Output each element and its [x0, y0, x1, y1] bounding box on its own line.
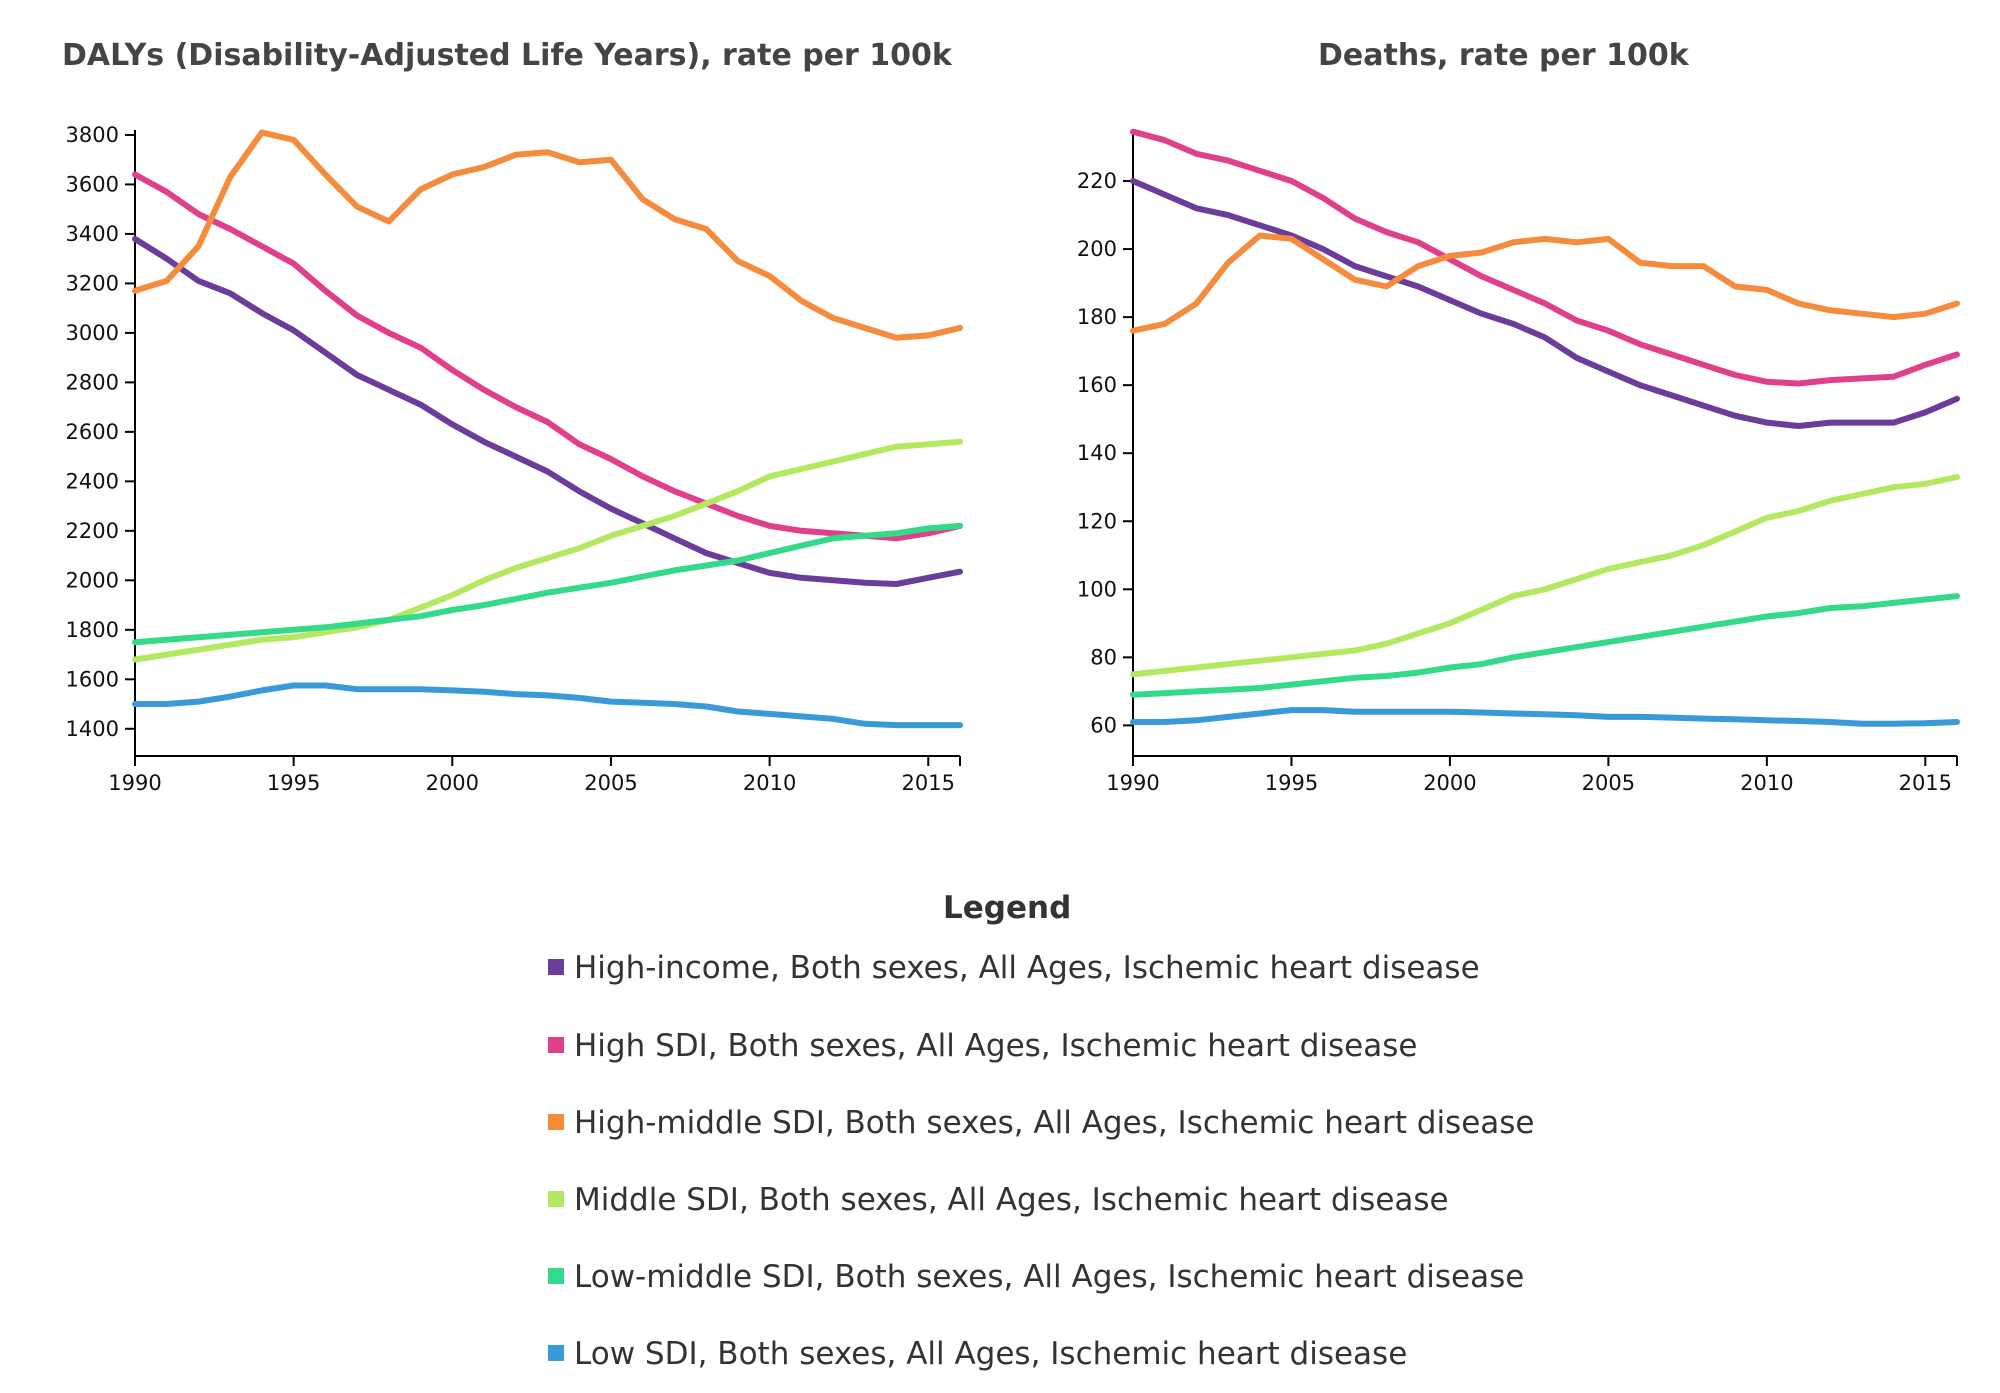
y-tick-label: 2000: [66, 568, 119, 592]
legend-item-middle-sdi: Middle SDI, Both sexes, All Ages, Ischem…: [548, 1182, 1449, 1218]
y-tick-label: 80: [1090, 645, 1117, 669]
legend-item-high-income: High-income, Both sexes, All Ages, Ische…: [548, 950, 1480, 986]
x-tick-label: 2000: [426, 771, 479, 795]
legend-title: Legend: [943, 890, 1072, 926]
legend-swatch: [548, 1191, 564, 1207]
y-tick-label: 140: [1077, 441, 1117, 465]
series-line-high-sdi: [132, 171, 963, 542]
series-line-high-income: [1130, 178, 1960, 429]
series-line-low-sdi: [1130, 707, 1960, 727]
legend-label: High-income, Both sexes, All Ages, Ische…: [574, 950, 1480, 986]
y-tick-label: 100: [1077, 577, 1117, 601]
y-tick-label: 3400: [66, 222, 119, 246]
legend-item-high-middle-sdi: High-middle SDI, Both sexes, All Ages, I…: [548, 1105, 1535, 1141]
y-tick-label: 1600: [66, 667, 119, 691]
series-line-middle-sdi: [1130, 474, 1960, 678]
series-line-low-middle-sdi: [1130, 593, 1960, 698]
y-tick-label: 3200: [66, 271, 119, 295]
x-tick-label: 2010: [743, 771, 796, 795]
x-tick-label: 1995: [1265, 771, 1318, 795]
y-tick-label: 2400: [66, 469, 119, 493]
y-tick-label: 3600: [66, 172, 119, 196]
x-tick-label: 2005: [1582, 771, 1635, 795]
x-tick-label: 1990: [108, 771, 161, 795]
series-line-low-sdi: [132, 682, 963, 729]
legend-label: Middle SDI, Both sexes, All Ages, Ischem…: [574, 1182, 1449, 1218]
y-tick-label: 1800: [66, 618, 119, 642]
x-tick-label: 2015: [902, 771, 955, 795]
y-tick-label: 3800: [66, 123, 119, 147]
y-tick-label: 2800: [66, 370, 119, 394]
deaths-chart: 60 80 100 120 140 160 180 200 220 1990 1995 2000 200…: [1077, 128, 1960, 795]
deaths-chart-title: Deaths, rate per 100k: [1318, 38, 1689, 73]
legend-swatch: [548, 959, 564, 975]
y-tick-label: 60: [1090, 713, 1117, 737]
x-tick-label: 2005: [584, 771, 637, 795]
legend-item-low-sdi: Low SDI, Both sexes, All Ages, Ischemic …: [548, 1336, 1407, 1372]
series-line-high-middle-sdi: [1130, 232, 1960, 334]
y-tick-label: 160: [1077, 373, 1117, 397]
legend-label: Low-middle SDI, Both sexes, All Ages, Is…: [574, 1259, 1525, 1295]
x-tick-label: 2015: [1899, 771, 1952, 795]
legend-swatch: [548, 1114, 564, 1130]
legend-swatch: [548, 1037, 564, 1053]
x-tick-label: 1995: [267, 771, 320, 795]
x-tick-label: 1990: [1106, 771, 1159, 795]
series-line-middle-sdi: [132, 438, 963, 663]
legend-item-low-middle-sdi: Low-middle SDI, Both sexes, All Ages, Is…: [548, 1259, 1524, 1295]
y-tick-label: 220: [1077, 169, 1117, 193]
y-tick-label: 120: [1077, 509, 1117, 533]
legend-label: High SDI, Both sexes, All Ages, Ischemic…: [574, 1028, 1418, 1064]
dalys-chart-title: DALYs (Disability-Adjusted Life Years), …: [62, 38, 952, 73]
series-line-high-middle-sdi: [132, 129, 963, 341]
x-tick-label: 2000: [1423, 771, 1476, 795]
y-tick-label: 2600: [66, 420, 119, 444]
y-tick-label: 3000: [66, 321, 119, 345]
y-tick-label: 1400: [66, 717, 119, 741]
dalys-chart: 1400 1600 1800 2000 2200 2400 2600 2800 3000 3200…: [66, 123, 963, 795]
legend-label: High-middle SDI, Both sexes, All Ages, I…: [574, 1105, 1535, 1141]
series-line-high-income: [132, 235, 963, 587]
legend-label: Low SDI, Both sexes, All Ages, Ischemic …: [574, 1336, 1408, 1372]
x-tick-label: 2010: [1740, 771, 1793, 795]
legend-swatch: [548, 1268, 564, 1284]
legend-swatch: [548, 1345, 564, 1361]
y-tick-label: 200: [1077, 237, 1117, 261]
series-line-low-middle-sdi: [132, 522, 963, 646]
series-line-high-sdi: [1130, 128, 1960, 387]
y-tick-label: 180: [1077, 305, 1117, 329]
legend-item-high-sdi: High SDI, Both sexes, All Ages, Ischemic…: [548, 1028, 1417, 1064]
y-tick-label: 2200: [66, 519, 119, 543]
